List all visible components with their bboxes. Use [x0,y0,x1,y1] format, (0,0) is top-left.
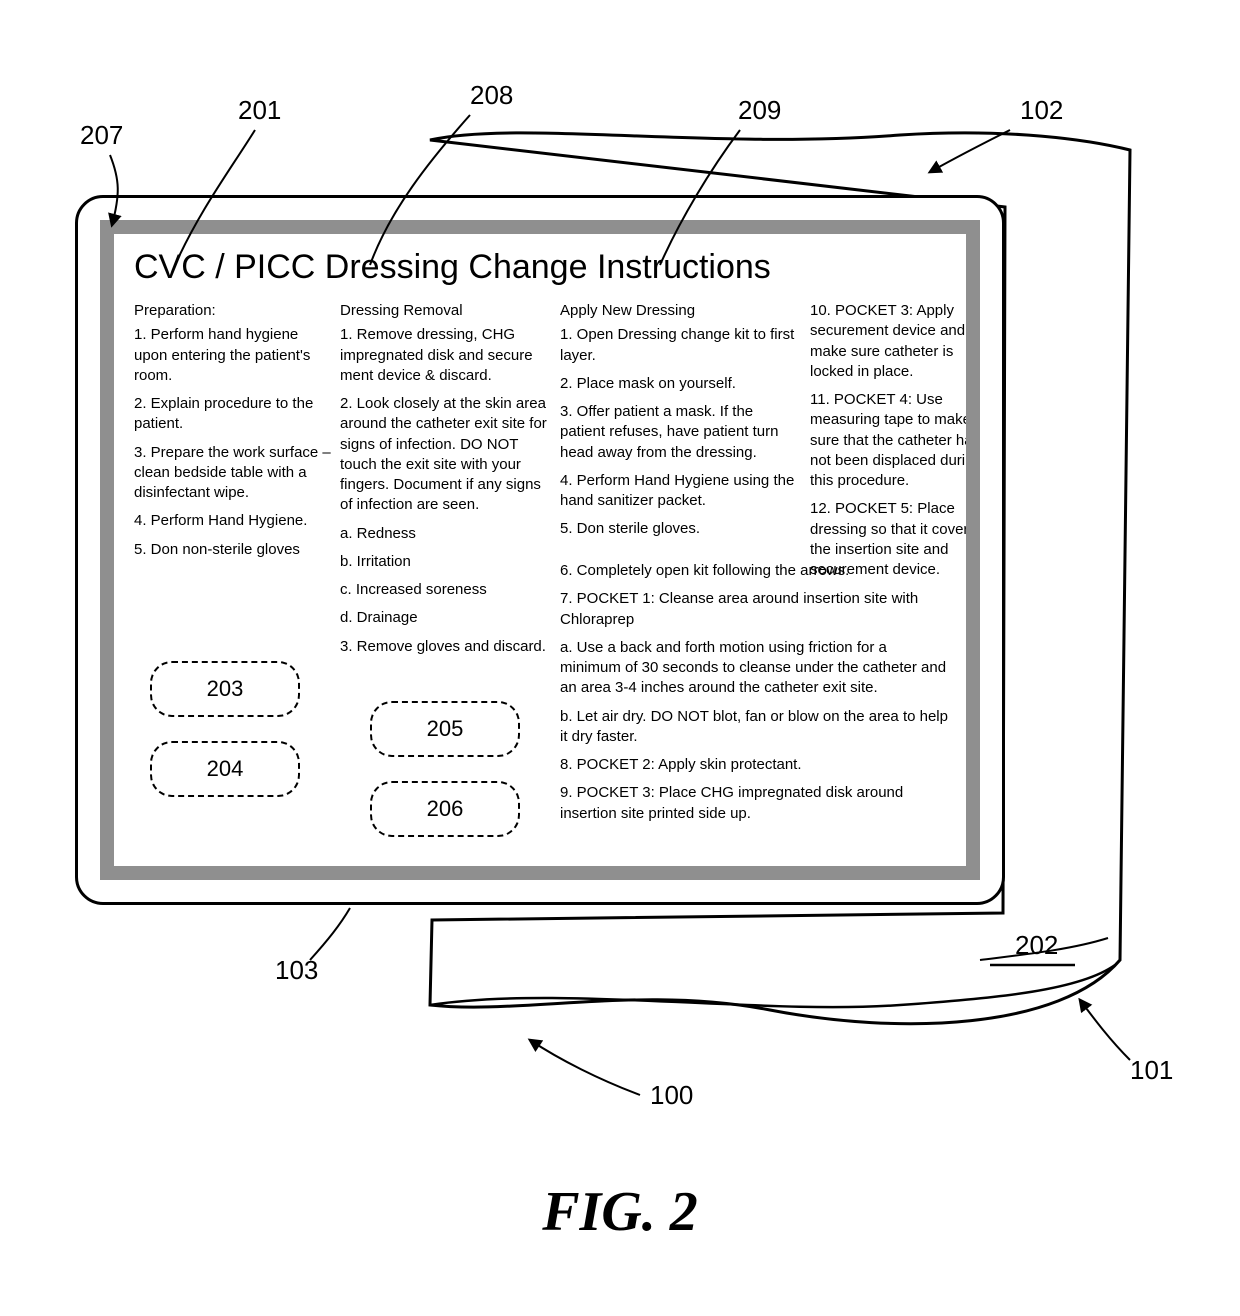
pocket-206: 206 [370,781,520,837]
col3-item: 4. Perform Hand Hygiene using the hand s… [560,471,800,512]
pocket-204: 204 [150,741,300,797]
ref-101: 101 [1130,1055,1173,1086]
col2-item: b. Irritation [340,552,555,572]
col1-item: 3. Prepare the work surface – clean beds… [134,443,334,504]
col2-item: 2. Look closely at the skin area around … [340,394,555,516]
col3-heading: Apply New Dressing [560,301,800,321]
col3b-item: 8. POCKET 2: Apply skin protectant. [560,755,950,775]
col2-item: 3. Remove gloves and discard. [340,637,555,657]
col3b-item: a. Use a back and forth motion using fri… [560,638,950,699]
col4-item: 11. POCKET 4: Use measuring tape to make… [810,390,980,491]
pocket-205: 205 [370,701,520,757]
col-removal: Dressing Removal 1. Remove dressing, CHG… [340,301,555,665]
col3-item: 1. Open Dressing change kit to first lay… [560,325,800,366]
col-apply: Apply New Dressing 1. Open Dressing chan… [560,301,800,548]
col1-heading: Preparation: [134,301,334,321]
col1-item: 1. Perform hand hygiene upon entering th… [134,325,334,386]
col-apply-cont: 6. Completely open kit following the arr… [560,561,950,832]
col3b-item: 9. POCKET 3: Place CHG impregnated disk … [560,783,950,824]
col3b-item: b. Let air dry. DO NOT blot, fan or blow… [560,707,950,748]
figure-caption: FIG. 2 [0,1180,1240,1244]
col2-item: 1. Remove dressing, CHG impregnated disk… [340,325,555,386]
col1-item: 2. Explain procedure to the patient. [134,394,334,435]
col3-item: 3. Offer patient a mask. If the patient … [560,402,800,463]
instruction-card-inner: CVC / PICC Dressing Change Instructions … [100,220,980,880]
instruction-card: CVC / PICC Dressing Change Instructions … [75,195,1005,905]
columns: Preparation: 1. Perform hand hygiene upo… [130,301,950,861]
col3-item: 2. Place mask on yourself. [560,374,800,394]
col4-item: 10. POCKET 3: Apply securement device an… [810,301,980,382]
ref-209: 209 [738,95,781,126]
ref-208: 208 [470,80,513,111]
ref-201: 201 [238,95,281,126]
col2-item: d. Drainage [340,608,555,628]
col2-item: a. Redness [340,524,555,544]
ref-102: 102 [1020,95,1063,126]
ref-202: 202 [1015,930,1058,961]
col3-item: 5. Don sterile gloves. [560,519,800,539]
col2-item: c. Increased soreness [340,580,555,600]
col-pockets: 10. POCKET 3: Apply securement device an… [810,301,980,588]
col4-item: 12. POCKET 5: Place dressing so that it … [810,499,980,580]
ref-207: 207 [80,120,123,151]
col1-item: 5. Don non-sterile gloves [134,540,334,560]
col3b-item: 7. POCKET 1: Cleanse area around inserti… [560,589,950,630]
figure-stage: CVC / PICC Dressing Change Instructions … [0,0,1240,1316]
ref-100: 100 [650,1080,693,1111]
col1-item: 4. Perform Hand Hygiene. [134,511,334,531]
pocket-203: 203 [150,661,300,717]
ref-103: 103 [275,955,318,986]
col2-heading: Dressing Removal [340,301,555,321]
card-title: CVC / PICC Dressing Change Instructions [134,248,950,287]
col-preparation: Preparation: 1. Perform hand hygiene upo… [134,301,334,568]
